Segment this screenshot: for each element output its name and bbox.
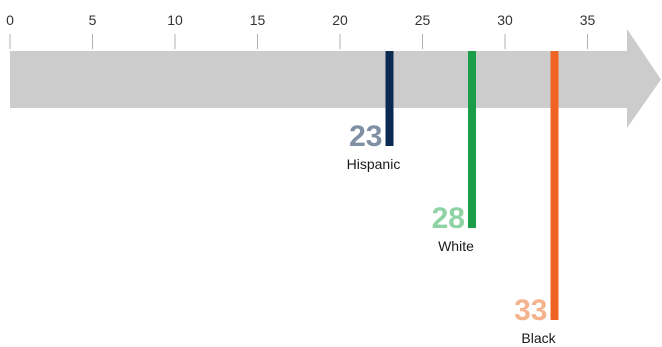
axis-arrow-body xyxy=(10,51,627,108)
category-label-black: Black xyxy=(521,330,556,346)
axis-tick-label: 35 xyxy=(580,12,596,28)
value-label-white: 28 xyxy=(432,202,465,235)
axis-ticks: 0 5 10 15 20 25 30 35 xyxy=(6,12,595,49)
axis-arrow-head xyxy=(627,29,661,128)
axis-tick-label: 25 xyxy=(415,12,431,28)
value-label-hispanic: 23 xyxy=(349,120,382,153)
data-markers: 23 Hispanic 28 White 33 Black xyxy=(347,51,559,346)
data-marker-hispanic xyxy=(385,51,394,146)
axis-tick-label: 5 xyxy=(89,12,97,28)
category-label-white: White xyxy=(438,238,474,254)
axis-arrow xyxy=(10,29,661,128)
value-label-black: 33 xyxy=(514,294,547,327)
axis-tick-label: 30 xyxy=(497,12,513,28)
data-marker-black xyxy=(550,51,559,320)
category-label-hispanic: Hispanic xyxy=(347,156,401,172)
data-marker-white xyxy=(468,51,476,228)
axis-tick-label: 15 xyxy=(250,12,266,28)
axis-tick-label: 10 xyxy=(167,12,183,28)
axis-tick-label: 0 xyxy=(6,12,14,28)
axis-tick-label: 20 xyxy=(332,12,348,28)
